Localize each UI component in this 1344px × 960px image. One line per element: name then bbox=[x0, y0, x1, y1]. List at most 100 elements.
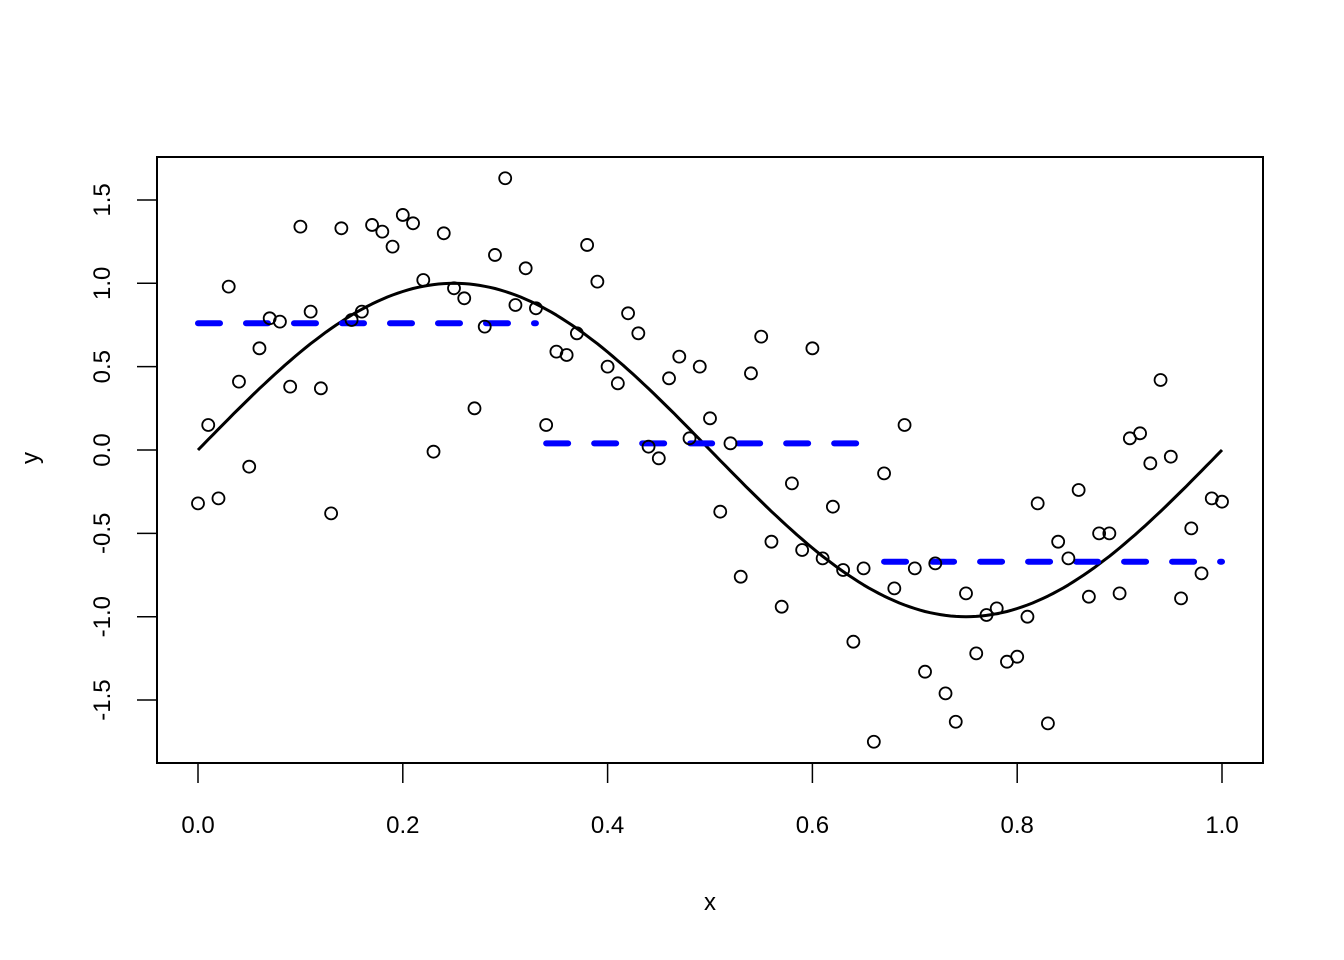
data-point bbox=[948, 714, 963, 729]
y-axis: -1.5 -1.0 -0.5 0.0 0.5 1.0 1.5 bbox=[89, 183, 157, 721]
data-point bbox=[283, 379, 298, 394]
scatter-points bbox=[191, 171, 1229, 749]
data-point bbox=[242, 459, 257, 474]
y-tick-label: 0.0 bbox=[89, 433, 116, 466]
x-tick-label: 1.0 bbox=[1205, 812, 1238, 839]
data-point bbox=[488, 248, 502, 262]
y-tick-label: 1.0 bbox=[89, 267, 116, 300]
data-point bbox=[1071, 483, 1086, 497]
data-point bbox=[1081, 589, 1096, 604]
data-point bbox=[959, 586, 973, 601]
data-point bbox=[744, 366, 758, 381]
y-tick-label: -1.5 bbox=[89, 679, 116, 720]
data-point bbox=[641, 439, 656, 454]
data-point bbox=[692, 359, 707, 374]
y-tick-label: 1.5 bbox=[89, 183, 116, 216]
data-point bbox=[1112, 586, 1127, 601]
data-point bbox=[447, 281, 461, 296]
data-point bbox=[651, 451, 666, 466]
data-point bbox=[580, 238, 595, 252]
data-point bbox=[211, 491, 226, 506]
data-point bbox=[600, 359, 615, 374]
data-point bbox=[846, 634, 861, 649]
true-function-curve bbox=[196, 281, 1224, 619]
y-tick-label: -1.0 bbox=[89, 596, 116, 637]
data-point bbox=[354, 304, 369, 319]
data-point bbox=[324, 506, 339, 521]
data-point bbox=[631, 326, 646, 341]
data-point bbox=[825, 499, 840, 514]
data-point bbox=[569, 326, 584, 341]
data-point bbox=[989, 601, 1004, 616]
data-point bbox=[508, 298, 523, 312]
data-point bbox=[774, 599, 789, 614]
data-point bbox=[723, 436, 738, 451]
data-point bbox=[539, 418, 554, 432]
data-point bbox=[1184, 521, 1199, 536]
data-point bbox=[877, 466, 891, 481]
data-point bbox=[1102, 526, 1117, 541]
data-point bbox=[1143, 456, 1158, 471]
data-point bbox=[313, 381, 328, 396]
data-point bbox=[344, 313, 359, 327]
data-point bbox=[1153, 373, 1168, 387]
data-point bbox=[293, 219, 308, 234]
x-tick-label: 0.4 bbox=[591, 812, 624, 839]
data-point bbox=[754, 329, 769, 344]
x-axis-title: x bbox=[704, 889, 716, 916]
data-point bbox=[703, 411, 717, 426]
data-point bbox=[303, 304, 318, 319]
data-point bbox=[1174, 591, 1188, 606]
plot-frame bbox=[156, 156, 1264, 764]
data-point bbox=[201, 418, 216, 432]
data-point bbox=[232, 374, 246, 389]
x-axis: 0.0 0.2 0.4 0.6 0.8 1.0 bbox=[181, 762, 1239, 839]
data-point bbox=[815, 551, 830, 566]
data-point bbox=[559, 348, 574, 362]
data-point bbox=[395, 208, 410, 222]
data-point bbox=[979, 608, 994, 622]
x-tick-label: 0.8 bbox=[1001, 812, 1034, 839]
data-point bbox=[590, 274, 605, 289]
data-point bbox=[621, 306, 635, 321]
data-point bbox=[477, 319, 492, 334]
data-point bbox=[1030, 496, 1045, 511]
data-point bbox=[1092, 526, 1107, 541]
data-point bbox=[866, 734, 881, 749]
x-tick-label: 0.0 bbox=[181, 812, 214, 839]
data-point bbox=[897, 418, 912, 432]
data-point bbox=[662, 371, 676, 386]
data-point bbox=[518, 261, 533, 276]
data-point bbox=[436, 226, 451, 241]
data-point bbox=[887, 581, 902, 596]
data-point bbox=[334, 221, 349, 236]
data-point bbox=[385, 239, 400, 254]
data-point bbox=[1010, 649, 1025, 664]
data-point bbox=[498, 171, 513, 186]
data-point bbox=[785, 476, 799, 491]
x-tick-label: 0.2 bbox=[386, 812, 419, 839]
data-point bbox=[764, 534, 779, 549]
data-point bbox=[969, 646, 984, 661]
data-point bbox=[191, 496, 205, 511]
data-point bbox=[273, 314, 287, 329]
data-point bbox=[1020, 609, 1035, 624]
data-point bbox=[836, 563, 851, 577]
data-point bbox=[1061, 551, 1076, 566]
data-point bbox=[252, 341, 267, 356]
data-point bbox=[805, 341, 820, 356]
data-point bbox=[1041, 716, 1055, 731]
data-point bbox=[928, 556, 943, 571]
data-point bbox=[1133, 426, 1147, 441]
data-point bbox=[713, 504, 728, 519]
data-point bbox=[610, 376, 625, 391]
y-axis-title: y bbox=[17, 452, 44, 464]
data-point bbox=[1215, 494, 1229, 509]
data-point bbox=[938, 686, 953, 701]
data-point bbox=[467, 401, 482, 416]
data-point bbox=[426, 444, 441, 459]
data-point bbox=[672, 349, 687, 364]
data-point bbox=[365, 218, 379, 232]
data-point bbox=[907, 561, 922, 576]
